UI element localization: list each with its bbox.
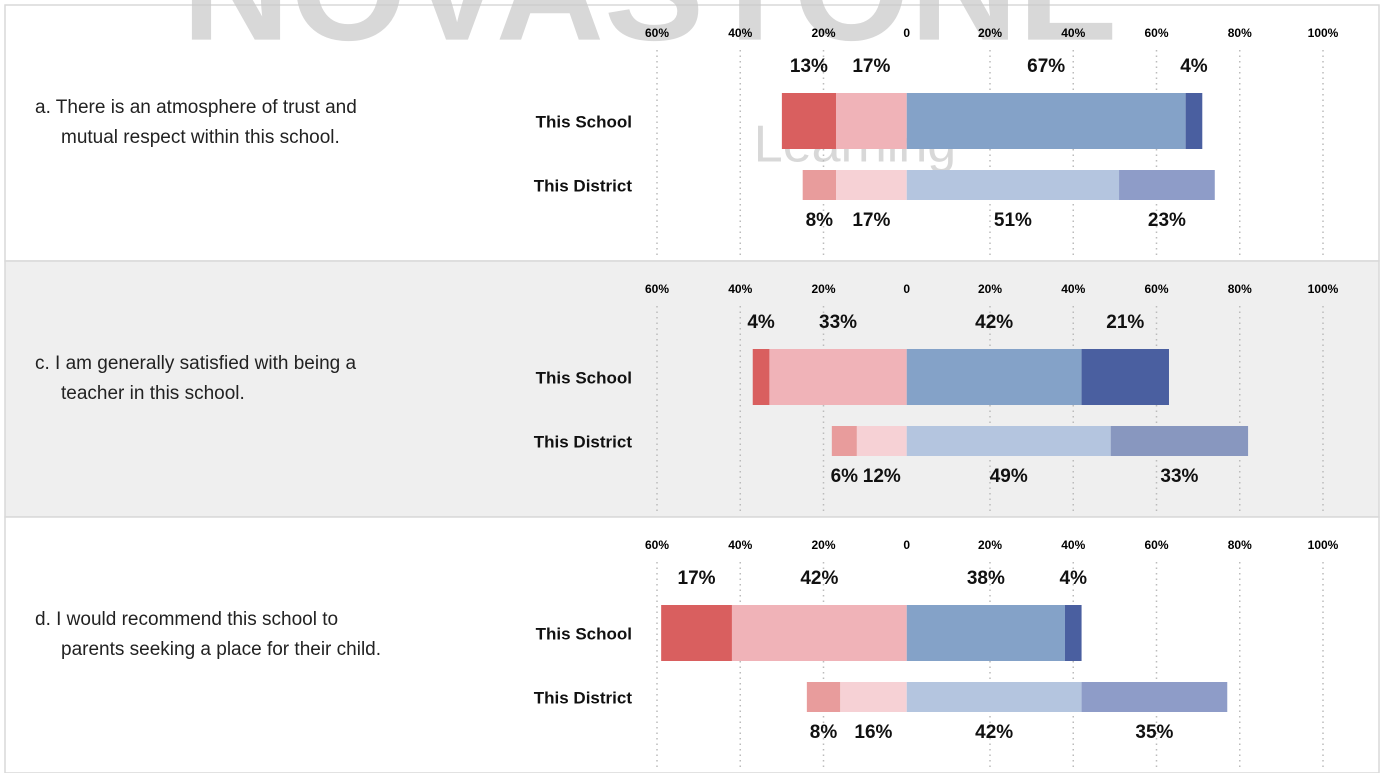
bar-segment [856,426,907,456]
bar-segment [802,170,836,200]
value-label: 6% [831,466,859,487]
x-tick-label: 20% [978,26,1002,40]
category-label: This District [534,688,633,707]
value-label: 35% [1135,722,1173,743]
category-label: This School [536,624,632,643]
question: c. I am generally satisfied with being a… [35,353,357,404]
bar-segment [1081,682,1228,712]
value-label: 16% [854,722,892,743]
value-label: 17% [678,568,716,589]
x-tick-label: 80% [1228,282,1252,296]
bar-segment [906,349,1082,405]
bar-segment [1185,93,1203,149]
bar-segment [1119,170,1215,200]
x-tick-label: 40% [1061,538,1085,552]
value-label: 17% [852,56,890,77]
bar-segment [835,170,907,200]
bar-segment [731,605,907,661]
bar-segment [835,93,907,149]
x-tick-label: 60% [645,538,669,552]
x-tick-label: 20% [978,538,1002,552]
x-tick-label: 40% [728,26,752,40]
category-label: This School [536,112,632,131]
value-label: 13% [790,56,828,77]
category-label: This School [536,368,632,387]
x-tick-label: 0 [903,538,910,552]
x-tick-label: 40% [1061,26,1085,40]
x-tick-label: 20% [811,282,835,296]
value-label: 67% [1027,56,1065,77]
bar-segment [661,605,732,661]
x-tick-label: 40% [728,282,752,296]
category-label: This District [534,432,633,451]
x-tick-label: 100% [1308,282,1339,296]
value-label: 4% [747,312,775,333]
value-label: 12% [863,466,901,487]
x-tick-label: 100% [1308,26,1339,40]
bar-segment [781,93,836,149]
watermark-brand: NOVASTONE [182,0,1118,72]
bar-segment [906,605,1065,661]
x-tick-label: 40% [1061,282,1085,296]
value-label: 21% [1106,312,1144,333]
x-tick-label: 20% [811,538,835,552]
value-label: 8% [806,210,834,231]
bar-segment [831,426,857,456]
bar-segment [906,426,1111,456]
value-label: 51% [994,210,1032,231]
x-tick-label: 60% [1144,282,1168,296]
x-tick-label: 0 [903,26,910,40]
bar-segment [1110,426,1249,456]
x-tick-label: 40% [728,538,752,552]
value-label: 42% [975,722,1013,743]
bar-segment [906,682,1082,712]
x-tick-label: 60% [645,26,669,40]
bar-segment [752,349,770,405]
bar-segment [1064,605,1082,661]
bar-segment [806,682,841,712]
value-label: 33% [819,312,857,333]
value-label: 38% [967,568,1005,589]
value-label: 17% [852,210,890,231]
x-tick-label: 20% [978,282,1002,296]
x-tick-label: 20% [811,26,835,40]
value-label: 49% [990,466,1028,487]
value-label: 42% [800,568,838,589]
bar-segment [769,349,907,405]
x-tick-label: 100% [1308,538,1339,552]
x-tick-label: 80% [1228,538,1252,552]
bar-segment [840,682,907,712]
x-tick-label: 0 [903,282,910,296]
category-label: This District [534,176,633,195]
question: a. There is an atmosphere of trust and m… [35,97,357,148]
x-tick-label: 60% [1144,26,1168,40]
value-label: 42% [975,312,1013,333]
value-label: 23% [1148,210,1186,231]
value-label: 4% [1180,56,1208,77]
x-tick-label: 60% [1144,538,1168,552]
bar-segment [906,170,1120,200]
bar-segment [906,93,1186,149]
value-label: 8% [810,722,838,743]
x-tick-label: 80% [1228,26,1252,40]
question: d. I would recommend this school to pare… [35,609,382,660]
value-label: 4% [1060,568,1088,589]
x-tick-label: 60% [645,282,669,296]
value-label: 33% [1160,466,1198,487]
bar-segment [1081,349,1169,405]
